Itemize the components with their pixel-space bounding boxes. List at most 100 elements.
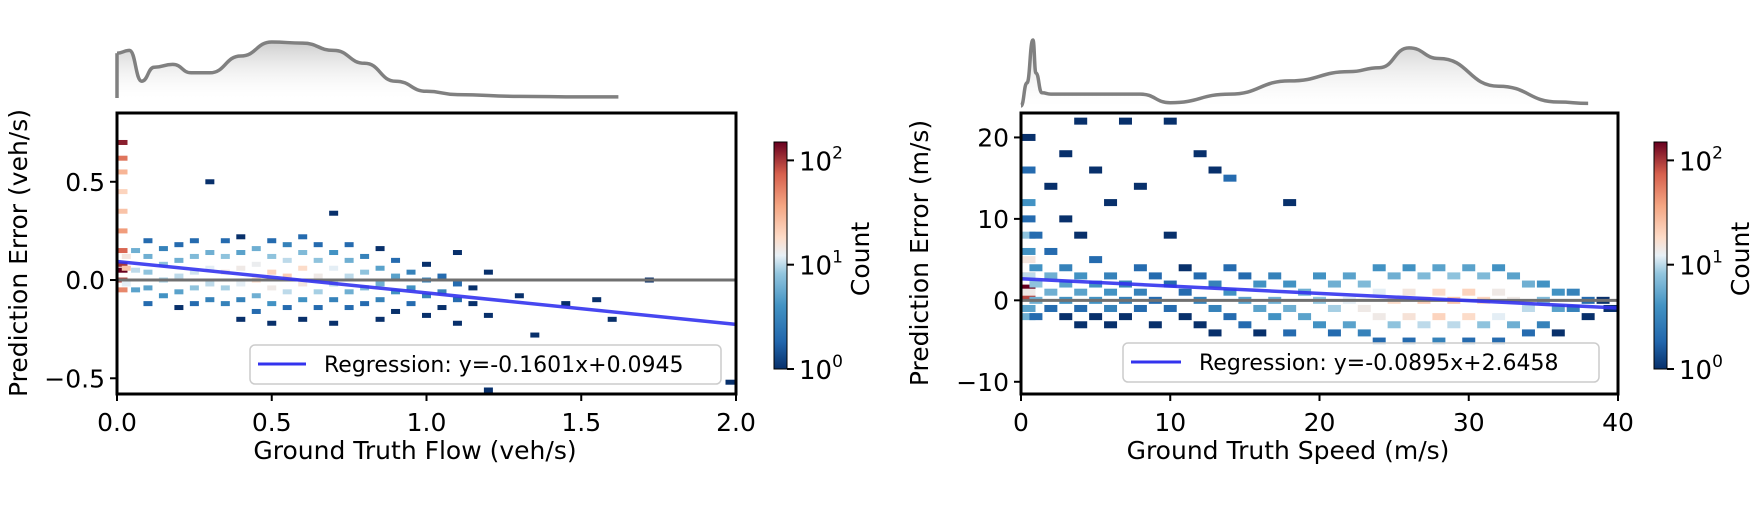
heatmap-bin — [313, 242, 323, 248]
heatmap-bin — [313, 257, 323, 263]
heatmap-bin — [1089, 256, 1103, 264]
heatmap-bin — [1193, 272, 1207, 280]
heatmap-bin — [1283, 329, 1297, 337]
heatmap-bin — [1074, 231, 1088, 239]
heatmap-bin — [329, 265, 339, 271]
heatmap-bin — [1044, 182, 1058, 190]
heatmap-bin — [329, 250, 339, 256]
heatmap-bin — [267, 301, 277, 307]
heatmap-bin — [131, 267, 141, 273]
heatmap-bin — [298, 265, 308, 271]
heatmap-bin — [1104, 304, 1118, 312]
heatmap-bin — [1029, 231, 1043, 239]
heatmap-bin — [1492, 264, 1506, 272]
x-tick-label: 0.5 — [252, 408, 292, 437]
heatmap-bin — [1521, 280, 1535, 288]
heatmap-bin — [391, 257, 401, 263]
heatmap-bin — [360, 269, 370, 275]
heatmap-bin — [189, 238, 199, 244]
heatmap-bin — [1022, 133, 1036, 141]
regression-line — [1020, 277, 1619, 310]
heatmap-bin — [1402, 264, 1416, 272]
heatmap-bin — [236, 281, 246, 287]
heatmap-bin — [1581, 313, 1595, 321]
flow-x-axis-label: Ground Truth Flow (veh/s) — [253, 436, 576, 465]
heatmap-bin — [1372, 313, 1386, 321]
y-tick-label: 0.0 — [65, 266, 105, 295]
colorbar-tick-label: 101 — [799, 248, 843, 282]
x-tick-label: 0 — [1013, 408, 1029, 437]
heatmap-bin — [205, 179, 215, 185]
heatmap-bin — [220, 253, 230, 259]
heatmap-bin — [236, 265, 246, 271]
speed-legend-label: Regression: y=-0.0895x+2.6458 — [1199, 351, 1559, 376]
heatmap-bin — [452, 297, 462, 303]
heatmap-bin — [121, 265, 131, 271]
heatmap-bin — [1327, 280, 1341, 288]
heatmap-bin — [118, 248, 128, 254]
heatmap-bin — [251, 246, 261, 252]
heatmap-bin — [1521, 304, 1535, 312]
heatmap-bin — [452, 250, 462, 256]
heatmap-bin — [1327, 304, 1341, 312]
heatmap-bin — [1133, 304, 1147, 312]
heatmap-bin — [1044, 304, 1058, 312]
heatmap-bin — [1507, 272, 1521, 280]
heatmap-bin — [1022, 247, 1036, 255]
heatmap-bin — [205, 265, 215, 271]
density-line — [1019, 38, 1589, 108]
heatmap-bin — [298, 234, 308, 240]
heatmap-bin — [1432, 288, 1446, 296]
heatmap-bin — [189, 269, 199, 275]
heatmap-bin — [725, 379, 735, 385]
heatmap-bin — [344, 305, 354, 311]
heatmap-bin — [1089, 166, 1103, 174]
heatmap-bin — [1059, 150, 1073, 158]
speed-y-axis-label: Prediction Error (m/s) — [905, 120, 934, 386]
heatmap-bin — [158, 261, 168, 267]
heatmap-bin — [1208, 166, 1222, 174]
flow-error-panel: 0.0 0.5 1.0 1.5 2.0 0.5 0.0 −0.5 Ground Truth … — [4, 40, 875, 465]
heatmap-bin — [118, 155, 128, 161]
heatmap-bin — [1178, 288, 1192, 296]
heatmap-bin — [1074, 117, 1088, 125]
heatmap-bin — [1313, 321, 1326, 329]
heatmap-bin — [1357, 280, 1371, 288]
heatmap-bin — [1268, 313, 1282, 321]
heatmap-bin — [282, 257, 292, 263]
heatmap-bin — [1022, 284, 1036, 292]
heatmap-bin — [1223, 174, 1237, 182]
colorbar-ticks: 100 101 102 — [787, 143, 843, 386]
speed-heatmap-bins — [1022, 117, 1617, 345]
heatmap-bin — [1313, 272, 1326, 280]
heatmap-bin — [468, 301, 478, 307]
heatmap-bin — [437, 273, 447, 279]
heatmap-bin — [406, 269, 416, 275]
heatmap-bin — [251, 261, 261, 267]
heatmap-bin — [1372, 288, 1386, 296]
heatmap-bin — [131, 248, 141, 254]
heatmap-bin — [1133, 182, 1147, 190]
x-tick-label: 0.0 — [97, 408, 137, 437]
heatmap-bin — [1432, 264, 1446, 272]
heatmap-bin — [174, 257, 184, 263]
heatmap-bin — [1432, 337, 1446, 345]
heatmap-bin — [1022, 292, 1036, 300]
flow-colorbar: 100 101 102 Count — [773, 141, 875, 386]
heatmap-bin — [220, 285, 230, 291]
heatmap-bin — [1372, 264, 1386, 272]
heatmap-bin — [1402, 313, 1416, 321]
heatmap-bin — [1029, 313, 1043, 321]
heatmap-bin — [1536, 321, 1550, 329]
heatmap-bin — [592, 297, 602, 303]
heatmap-bin — [143, 253, 153, 259]
heatmap-bin — [1178, 313, 1192, 321]
heatmap-bin — [391, 289, 401, 295]
heatmap-bin — [121, 253, 131, 259]
heatmap-bin — [1402, 288, 1416, 296]
heatmap-bin — [236, 316, 246, 322]
heatmap-bin — [391, 308, 401, 314]
heatmap-bin — [267, 238, 277, 244]
heatmap-bin — [1357, 304, 1371, 312]
